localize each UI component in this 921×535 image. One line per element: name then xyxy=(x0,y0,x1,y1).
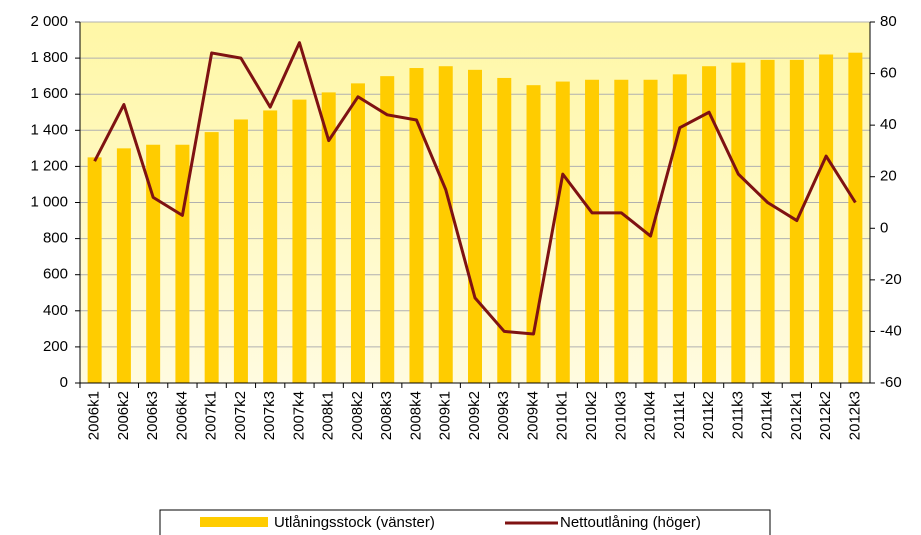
bar xyxy=(292,99,307,384)
bar xyxy=(380,76,395,384)
x-tick-label: 2009k2 xyxy=(466,391,483,440)
y-tick-label: 400 xyxy=(43,302,68,319)
x-tick-label: 2010k1 xyxy=(554,391,571,440)
y2-tick-label: -20 xyxy=(880,271,902,288)
y-tick-label: 1 600 xyxy=(30,85,68,102)
legend-bar-swatch xyxy=(200,517,268,527)
bar xyxy=(702,66,717,383)
y2-tick-label: 40 xyxy=(880,116,897,133)
y2-tick-label: -60 xyxy=(880,374,902,391)
x-tick-label: 2008k1 xyxy=(320,391,337,440)
x-tick-label: 2007k1 xyxy=(203,391,220,440)
bar xyxy=(204,132,219,383)
y2-tick-label: 60 xyxy=(880,65,897,82)
y-tick-label: 600 xyxy=(43,266,68,283)
x-tick-label: 2007k3 xyxy=(261,391,278,440)
x-tick-label: 2011k4 xyxy=(759,391,776,439)
bar xyxy=(614,79,629,383)
y-tick-label: 200 xyxy=(43,338,68,355)
x-tick-label: 2006k3 xyxy=(144,391,161,440)
bar xyxy=(468,69,482,384)
y-tick-label: 0 xyxy=(60,374,68,391)
x-tick-label: 2007k2 xyxy=(232,391,249,440)
x-tick-label: 2012k1 xyxy=(788,391,805,440)
bar xyxy=(146,144,161,383)
bar xyxy=(760,59,775,383)
bar xyxy=(263,110,278,383)
y-tick-label: 1 200 xyxy=(30,157,68,174)
x-tick-label: 2009k3 xyxy=(495,391,512,440)
legend-label: Nettoutlåning (höger) xyxy=(560,514,701,531)
bar xyxy=(585,79,600,383)
x-tick-label: 2009k1 xyxy=(437,391,454,440)
bar xyxy=(438,66,453,383)
bar xyxy=(116,148,131,383)
bar xyxy=(497,77,512,383)
bar xyxy=(848,52,863,384)
y-tick-label: 2 000 xyxy=(30,13,68,30)
x-tick-label: 2012k3 xyxy=(846,391,863,440)
bar xyxy=(819,54,834,384)
legend-label: Utlåningsstock (vänster) xyxy=(274,514,435,531)
x-tick-label: 2012k2 xyxy=(817,391,834,440)
x-tick-label: 2010k2 xyxy=(583,391,600,440)
bar xyxy=(555,81,570,383)
x-tick-label: 2010k4 xyxy=(642,391,659,440)
x-tick-label: 2008k3 xyxy=(378,391,395,440)
bar xyxy=(233,119,248,383)
x-tick-label: 2011k3 xyxy=(729,391,746,439)
line xyxy=(93,41,857,336)
y-tick-label: 1 000 xyxy=(30,193,68,210)
y-tick-label: 1 400 xyxy=(30,121,68,138)
x-tick-label: 2010k3 xyxy=(612,391,629,440)
x-tick-label: 2008k4 xyxy=(407,391,424,440)
bar xyxy=(321,92,336,384)
bar xyxy=(350,83,365,384)
y2-tick-label: -40 xyxy=(880,322,902,339)
y2-tick-label: 20 xyxy=(880,168,897,185)
y2-tick-label: 0 xyxy=(880,219,888,236)
y-tick-label: 1 800 xyxy=(30,49,68,66)
x-tick-label: 2006k4 xyxy=(173,391,190,440)
y2-tick-label: 80 xyxy=(880,13,897,30)
bar xyxy=(526,85,541,384)
x-tick-label: 2011k1 xyxy=(671,391,688,439)
x-tick-label: 2011k2 xyxy=(700,391,717,439)
bar xyxy=(409,68,424,383)
y-tick-label: 800 xyxy=(43,230,68,247)
bar xyxy=(87,157,102,383)
x-tick-label: 2007k4 xyxy=(290,391,307,440)
bar xyxy=(731,62,746,384)
x-tick-label: 2006k1 xyxy=(86,391,103,440)
x-tick-label: 2006k2 xyxy=(115,391,132,440)
bar xyxy=(672,74,687,383)
x-tick-label: 2009k4 xyxy=(524,391,541,440)
x-tick-label: 2008k2 xyxy=(349,391,366,440)
